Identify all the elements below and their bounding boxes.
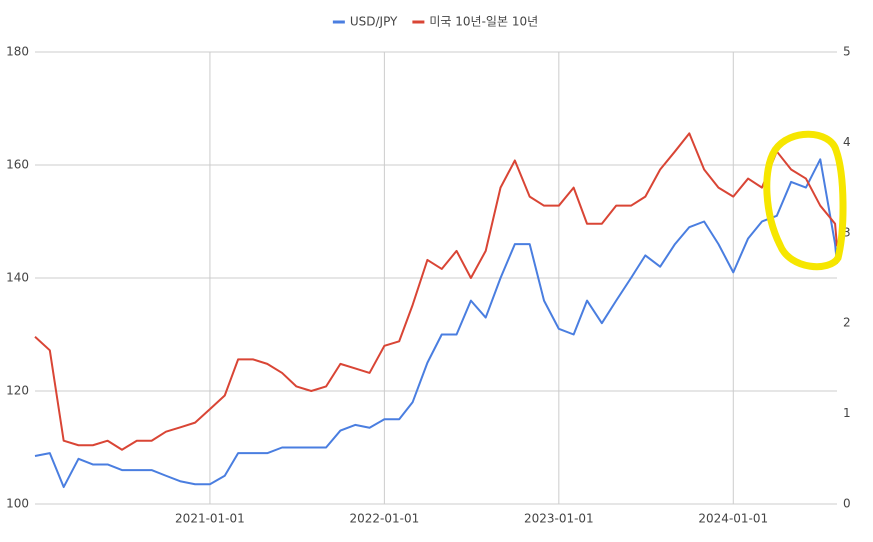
labels: 100 120 140 160 180 0 1 2 3 4 5 2021-01-01 2022-01-0… [6,45,851,526]
x-tick-label: 2023-01-01 [524,512,594,526]
y-tick-label: 140 [6,271,29,285]
y2-tick-label: 3 [843,225,851,239]
x-tick-label: 2024-01-01 [698,512,768,526]
highlight-circle [763,130,847,271]
x-tick-label: 2022-01-01 [350,512,420,526]
grid [35,51,837,505]
legend-label: USD/JPY [350,15,398,29]
x-tick-label: 2021-01-01 [175,512,245,526]
y2-tick-label: 0 [843,497,851,511]
legend: USD/JPY 미국 10년-일본 10년 [332,15,538,29]
y2-tick-label: 4 [843,135,851,149]
series-line [34,158,838,489]
y2-tick-label: 1 [843,406,851,420]
y2-tick-label: 5 [843,45,851,59]
y-tick-label: 120 [6,384,29,398]
series-line [34,132,838,451]
y2-tick-label: 2 [843,316,851,330]
y-tick-label: 100 [6,497,29,511]
legend-label: 미국 10년-일본 10년 [429,15,538,29]
lines [34,132,838,489]
y-tick-label: 160 [6,158,29,172]
y-tick-label: 180 [6,45,29,59]
